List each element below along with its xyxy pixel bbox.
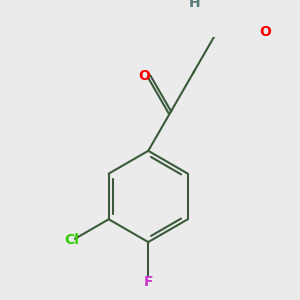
- Text: Cl: Cl: [64, 232, 79, 247]
- Text: O: O: [138, 69, 150, 83]
- Text: O: O: [259, 25, 271, 39]
- Text: H: H: [189, 0, 200, 10]
- Text: F: F: [143, 275, 153, 290]
